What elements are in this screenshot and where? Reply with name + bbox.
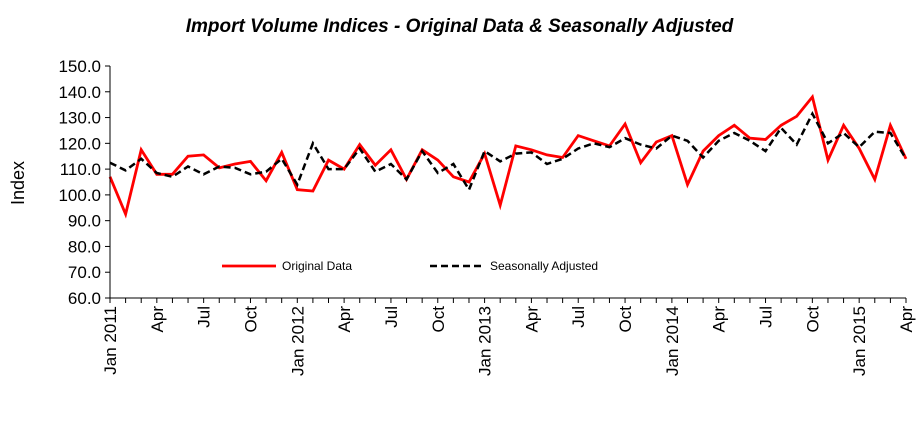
y-tick-label: 90.0 <box>68 212 101 231</box>
x-axis-ticks: Jan 2011 Apr Jul Oct Jan 2012 Apr Jul Oct Jan 20… <box>101 298 916 376</box>
y-tick-label: 100.0 <box>58 186 101 205</box>
chart-title: Import Volume Indices - Original Data & … <box>185 16 734 37</box>
y-tick-label: 80.0 <box>68 237 101 256</box>
series-layer <box>108 93 908 219</box>
x-tick-label: Oct <box>241 306 260 333</box>
y-tick-label: 120.0 <box>58 134 101 153</box>
x-tick-label: Oct <box>429 306 448 333</box>
x-tick-label: Oct <box>803 306 822 333</box>
x-tick-label: Jan 2012 <box>288 306 307 376</box>
x-tick-label: Jul <box>195 306 214 328</box>
y-axis-ticks: 60.0 70.0 80.0 90.0 100.0 110.0 120.0 130.0 140.… <box>58 57 110 308</box>
y-tick-label: 150.0 <box>58 57 101 76</box>
legend: Original Data Seasonally Adjusted <box>222 259 598 273</box>
x-tick-label: Jan 2011 <box>101 306 120 375</box>
x-tick-label: Jan 2015 <box>850 306 869 376</box>
y-tick-label: 70.0 <box>68 263 101 282</box>
x-tick-label: Jan 2014 <box>663 306 682 376</box>
x-tick-label: Oct <box>616 306 635 333</box>
x-tick-label: Jul <box>382 306 401 328</box>
x-tick-label: Jul <box>569 306 588 328</box>
y-tick-label: 130.0 <box>58 109 101 128</box>
x-tick-label: Apr <box>148 306 167 333</box>
legend-label: Original Data <box>282 259 352 273</box>
x-tick-label: Jul <box>757 306 776 328</box>
y-tick-label: 60.0 <box>68 289 101 308</box>
legend-label: Seasonally Adjusted <box>490 259 598 273</box>
x-tick-label: Apr <box>522 306 541 333</box>
y-tick-label: 110.0 <box>60 160 101 179</box>
x-tick-label: Apr <box>335 306 354 333</box>
x-tick-label: Apr <box>897 306 916 333</box>
x-tick-label: Jan 2013 <box>476 306 495 376</box>
y-tick-label: 140.0 <box>58 83 101 102</box>
x-tick-label: Apr <box>710 306 729 333</box>
series-line-original-data <box>108 93 908 219</box>
series-line-seasonally-adjusted <box>109 110 908 193</box>
y-axis-label: Index <box>8 161 28 205</box>
